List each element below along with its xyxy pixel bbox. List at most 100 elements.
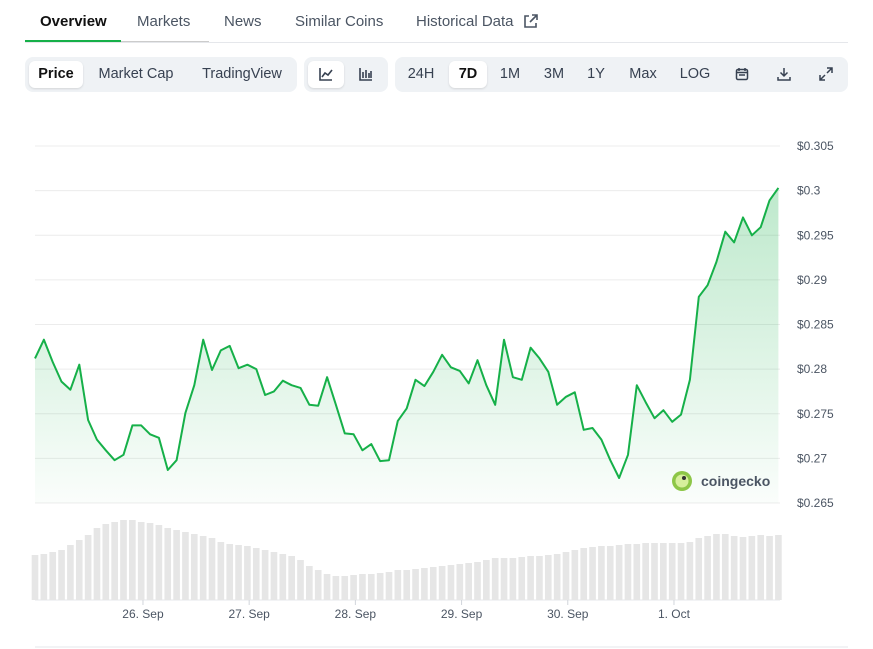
- volume-bar: [483, 560, 490, 600]
- candle-style-button[interactable]: [348, 61, 384, 88]
- tab[interactable]: News: [224, 13, 262, 30]
- volume-bar: [403, 570, 411, 600]
- volume-bar: [49, 552, 57, 600]
- volume-bar: [695, 538, 703, 600]
- range-button[interactable]: LOG: [679, 66, 711, 82]
- volume-bar: [208, 538, 216, 600]
- volume-bar: [571, 550, 579, 600]
- volume-bar: [164, 528, 172, 600]
- volume-bar: [146, 523, 154, 600]
- volume-bar: [491, 558, 499, 600]
- download-button[interactable]: [769, 61, 799, 88]
- watermark: coingecko: [672, 471, 770, 491]
- volume-bar: [58, 550, 65, 600]
- tab[interactable]: Similar Coins: [295, 13, 384, 30]
- volume-bar: [173, 530, 180, 600]
- volume-bar: [217, 542, 225, 600]
- y-tick-label: $0.3: [797, 184, 821, 198]
- y-tick-label: $0.295: [797, 228, 834, 242]
- volume-bar: [580, 548, 588, 600]
- volume-bar: [137, 522, 145, 600]
- calendar-button[interactable]: [727, 61, 757, 88]
- y-tick-label: $0.305: [797, 139, 834, 153]
- volume-bar: [615, 545, 623, 600]
- volume-bar: [500, 558, 508, 600]
- volume-bar: [306, 566, 313, 600]
- volume-bar: [385, 572, 393, 600]
- volume-bar: [359, 574, 366, 600]
- volume-bar: [775, 535, 782, 600]
- volume-bar: [421, 568, 428, 600]
- volume-bar: [270, 552, 278, 600]
- volume-bar: [182, 532, 189, 600]
- mode-button[interactable]: TradingView: [202, 66, 282, 82]
- y-tick-label: $0.265: [797, 496, 834, 510]
- tab-bar: Overview Markets News Similar Coins Hist…: [25, 0, 848, 43]
- volume-bar: [748, 536, 756, 600]
- fullscreen-button[interactable]: [811, 61, 841, 88]
- volume-bar: [739, 537, 747, 600]
- volume-bar: [129, 520, 136, 600]
- x-tick-label: 1. Oct: [658, 607, 691, 621]
- volume-bar: [341, 576, 349, 600]
- volume-bar: [721, 534, 729, 600]
- volume-bar: [766, 536, 773, 600]
- volume-bar: [562, 552, 570, 600]
- volume-bar: [199, 536, 207, 600]
- volume-bar: [651, 543, 658, 600]
- volume-bar: [465, 563, 472, 600]
- watermark-text: coingecko: [701, 473, 770, 489]
- range-group: 24H 7D 1M 3M 1Y Max LOG: [395, 57, 848, 92]
- volume-bar: [527, 556, 534, 600]
- tab[interactable]: Overview: [40, 13, 107, 30]
- range-button[interactable]: Max: [629, 66, 657, 82]
- range-button[interactable]: 24H: [407, 66, 435, 82]
- volume-bar: [350, 575, 357, 600]
- range-button[interactable]: 3M: [543, 66, 565, 82]
- volume-bar: [598, 546, 605, 600]
- volume-bar: [633, 544, 641, 600]
- tab[interactable]: Markets: [137, 13, 191, 30]
- volume-bar: [323, 574, 331, 600]
- volume-bar: [244, 546, 251, 600]
- volume-bar: [456, 564, 464, 600]
- volume-bar: [544, 555, 552, 600]
- mode-group: Price Market Cap TradingView: [25, 57, 297, 92]
- volume-bar: [155, 525, 163, 600]
- range-button[interactable]: 7D: [449, 61, 487, 88]
- volume-bar: [518, 557, 526, 600]
- x-tick-label: 28. Sep: [335, 607, 377, 621]
- volume-bar: [677, 543, 685, 600]
- volume-bar: [642, 543, 649, 600]
- volume-bar: [660, 543, 667, 600]
- range-button[interactable]: 1M: [499, 66, 521, 82]
- chart-style-group: [304, 57, 388, 92]
- mode-button[interactable]: Market Cap: [98, 66, 174, 82]
- volume-bar: [536, 556, 543, 600]
- line-style-button[interactable]: [308, 61, 344, 88]
- volume-bar: [624, 544, 632, 600]
- volume-bar: [394, 570, 402, 600]
- volume-bar: [553, 554, 561, 600]
- y-tick-label: $0.285: [797, 318, 834, 332]
- volume-bar: [297, 560, 304, 600]
- tab-divider: [121, 41, 209, 42]
- volume-bar: [509, 558, 517, 600]
- active-tab-underline: [25, 40, 121, 42]
- range-button[interactable]: 1Y: [587, 66, 605, 82]
- price-area: [35, 187, 779, 503]
- volume-bar: [412, 569, 419, 600]
- volume-bar: [261, 550, 269, 600]
- volume-bar: [447, 565, 455, 600]
- volume-bar: [474, 562, 481, 600]
- price-line: [34, 187, 780, 479]
- y-tick-label: $0.28: [797, 362, 827, 376]
- volume-bar: [730, 536, 738, 600]
- y-tick-label: $0.29: [797, 273, 827, 287]
- volume-bar: [713, 534, 720, 600]
- tab[interactable]: Historical Data: [416, 13, 514, 30]
- mode-button[interactable]: Price: [29, 61, 83, 88]
- y-tick-label: $0.275: [797, 407, 834, 421]
- volume-bar: [288, 556, 295, 600]
